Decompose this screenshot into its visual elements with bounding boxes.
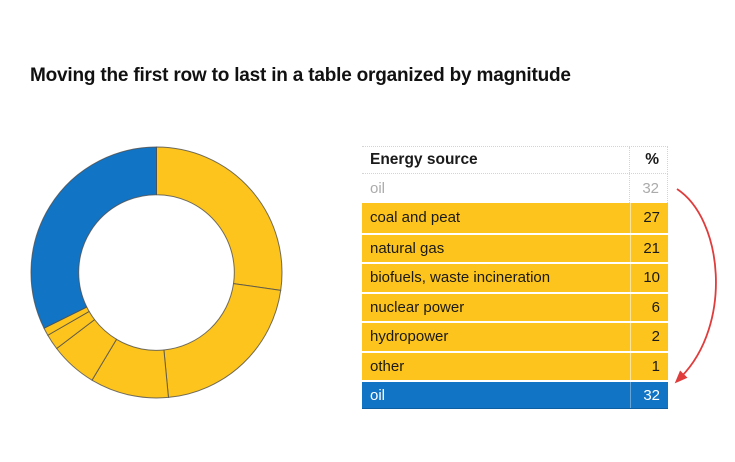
data-table: Energy source % oil 32 coal and peat 27 … bbox=[362, 146, 668, 409]
header-energy-source: Energy source bbox=[370, 151, 478, 168]
row-value: 1 bbox=[630, 352, 668, 380]
donut-segment-coal-and-peat bbox=[156, 146, 283, 291]
row-label: biofuels, waste incineration bbox=[370, 269, 551, 287]
table-header-row: Energy source % bbox=[362, 147, 668, 174]
donut-segment-natural-gas bbox=[163, 283, 282, 398]
row-label: coal and peat bbox=[370, 209, 461, 227]
row-label: hydropower bbox=[370, 328, 449, 346]
table-row-coal: coal and peat 27 bbox=[362, 203, 668, 233]
table-row-biofuels: biofuels, waste incineration 10 bbox=[362, 262, 668, 292]
table-row-nuclear: nuclear power 6 bbox=[362, 291, 668, 321]
row-value: 6 bbox=[630, 293, 668, 321]
table-row-oil-bottom: oil 32 bbox=[362, 380, 668, 409]
row-value: 21 bbox=[630, 234, 668, 262]
arrow-head bbox=[674, 370, 688, 384]
row-label: oil bbox=[370, 386, 386, 404]
row-value: 32 bbox=[630, 382, 668, 408]
table-row-hydropower: hydropower 2 bbox=[362, 321, 668, 351]
row-value: 2 bbox=[630, 323, 668, 351]
arrow-curve bbox=[676, 188, 717, 378]
row-value: 10 bbox=[630, 264, 668, 292]
donut-chart bbox=[30, 146, 283, 399]
row-label: natural gas bbox=[370, 239, 445, 257]
row-label: oil bbox=[370, 180, 386, 197]
row-label: other bbox=[370, 357, 405, 375]
header-percent: % bbox=[629, 147, 667, 173]
row-value: 32 bbox=[629, 174, 667, 203]
row-value: 27 bbox=[630, 203, 668, 233]
donut-segment-oil bbox=[30, 146, 157, 329]
table-row-other: other 1 bbox=[362, 350, 668, 380]
table-row-natural-gas: natural gas 21 bbox=[362, 232, 668, 262]
row-label: nuclear power bbox=[370, 298, 465, 316]
page-title: Moving the first row to last in a table … bbox=[30, 65, 571, 86]
table-row-oil-top: oil 32 bbox=[362, 174, 668, 203]
